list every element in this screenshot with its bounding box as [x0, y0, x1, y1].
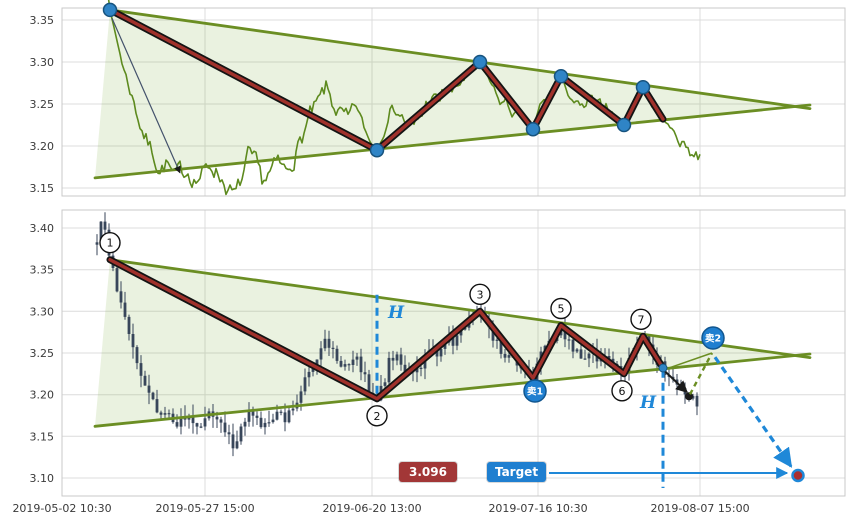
target-projection — [549, 356, 793, 479]
detail-grid — [61, 209, 846, 497]
sell-badge-label: 卖1 — [527, 386, 543, 398]
sell1-badge[interactable]: 卖1 — [523, 379, 547, 403]
overview-pivot-dot-1[interactable] — [102, 2, 118, 18]
overview-pivot-dot-4[interactable] — [525, 121, 541, 137]
breakdown-arrow — [664, 370, 688, 394]
sell-badge-label: 卖2 — [705, 333, 721, 345]
y-tick-label: 3.20 — [30, 389, 55, 402]
overview-pivot-dots[interactable] — [102, 2, 651, 158]
overview-pivot-dot-3[interactable] — [472, 54, 488, 70]
retest-dashed-line — [688, 352, 714, 395]
y-tick-label: 3.15 — [30, 430, 55, 443]
overview-grid — [61, 7, 846, 197]
target-label-box[interactable]: Target — [487, 462, 546, 482]
pivot-circle-6[interactable]: 6 — [611, 380, 633, 402]
detail-zigzag — [106, 256, 668, 403]
y-tick-label: 3.15 — [30, 182, 55, 195]
h-label-2: H — [639, 393, 657, 413]
y-tick-label: 3.25 — [30, 98, 55, 111]
projection-dashed-arrow — [713, 356, 793, 468]
overview-pivot-dot-7[interactable] — [635, 79, 651, 95]
pivot-circle-3[interactable]: 3 — [469, 283, 491, 305]
y-tick-label: 3.10 — [30, 472, 55, 485]
y-tick-label: 3.30 — [30, 56, 55, 69]
pivot-circle-7[interactable]: 7 — [630, 308, 652, 330]
y-tick-label: 3.40 — [30, 222, 55, 235]
overview-pivot-dot-6[interactable] — [616, 117, 632, 133]
pivot-number: 1 — [107, 237, 114, 250]
pivot-number: 6 — [619, 385, 626, 398]
target-price-box[interactable]: 3.096 — [399, 462, 457, 482]
pivot-number: 2 — [374, 410, 381, 423]
x-tick-label: 2019-06-20 13:00 — [322, 502, 421, 515]
overview-pivot-dot-2[interactable] — [369, 142, 385, 158]
pivot-circle-1[interactable]: 1 — [99, 231, 121, 254]
breakout-path — [663, 352, 714, 401]
y-tick-label: 3.25 — [30, 347, 55, 360]
pivot-circle-5[interactable]: 5 — [550, 297, 572, 320]
y-tick-label: 3.30 — [30, 305, 55, 318]
x-tick-labels: 2019-05-02 10:30 2019-05-27 15:00 2019-06-… — [12, 502, 749, 515]
pivot-number: 5 — [558, 303, 565, 316]
breakdown-dot[interactable] — [685, 392, 693, 401]
pivot-labels: 1 2 3 卖1 5 6 7 卖2 — [99, 231, 725, 427]
overview-pivot-dot-5[interactable] — [553, 69, 569, 84]
target-price-label: 3.096 — [409, 465, 447, 479]
overview-y-tick-labels: 3.35 3.30 3.25 3.20 3.15 — [30, 14, 55, 195]
detail-y-tick-labels: 3.40 3.35 3.30 3.25 3.20 3.15 3.10 — [30, 222, 55, 485]
overview-measure-arrow — [111, 18, 181, 174]
y-tick-label: 3.35 — [30, 264, 55, 277]
pivot-number: 3 — [477, 288, 484, 301]
x-tick-label: 2019-07-16 10:30 — [488, 502, 587, 515]
y-tick-label: 3.35 — [30, 14, 55, 27]
pivot-number: 7 — [638, 313, 645, 326]
target-label: Target — [494, 465, 539, 479]
h-measures: HH — [375, 294, 665, 488]
x-tick-label: 2019-05-02 10:30 — [12, 502, 111, 515]
h-label-1: H — [387, 303, 405, 323]
y-tick-label: 3.20 — [30, 140, 55, 153]
pivot-circle-2[interactable]: 2 — [366, 405, 388, 427]
detail-trendlines — [93, 258, 812, 428]
target-dot-group[interactable] — [791, 468, 805, 483]
x-tick-label: 2019-08-07 15:00 — [650, 502, 749, 515]
zigzag-end-dot[interactable] — [658, 363, 668, 373]
height-measure-arrow — [111, 18, 181, 174]
sell2-badge[interactable]: 卖2 — [701, 326, 725, 350]
overview-trendlines — [93, 8, 812, 180]
x-tick-label: 2019-05-27 15:00 — [155, 502, 254, 515]
target-dot[interactable] — [791, 468, 805, 483]
